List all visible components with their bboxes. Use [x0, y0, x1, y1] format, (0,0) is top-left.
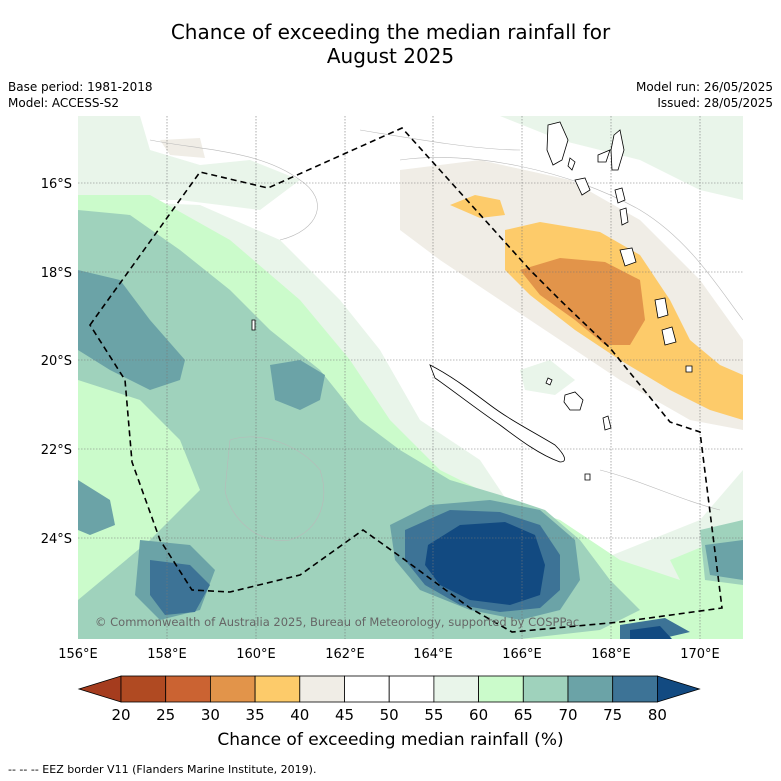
lat-tick: 18°S [41, 266, 72, 281]
lon-tick: 164°E [413, 647, 453, 662]
colorbar-tick-label: 55 [424, 706, 443, 724]
lon-axis: 156°E 158°E 160°E 162°E 164°E 166°E 168°… [58, 647, 720, 662]
colorbar-tick-label: 45 [335, 706, 354, 724]
lat-tick: 22°S [41, 443, 72, 458]
coastline [251, 121, 693, 481]
colorbar-segment [299, 675, 345, 703]
colorbar-over-arrow [657, 675, 701, 703]
colorbar-segment [254, 675, 301, 703]
colorbar-tick-label: 30 [201, 706, 220, 724]
colorbar-tick-label: 35 [246, 706, 265, 724]
colorbar-segment [165, 675, 211, 703]
base-period: Base period: 1981-2018 [8, 80, 153, 94]
title-line-1: Chance of exceeding the median rainfall … [170, 20, 611, 44]
lon-tick: 156°E [58, 647, 98, 662]
colorbar-segment [567, 675, 614, 703]
lon-tick: 160°E [236, 647, 276, 662]
lat-axis: 16°S 18°S 20°S 22°S 24°S [41, 177, 72, 547]
title-line-2: August 2025 [326, 44, 455, 68]
lon-tick: 170°E [680, 647, 720, 662]
colorbar-segment [344, 675, 390, 703]
colorbar-tick-label: 50 [380, 706, 399, 724]
colorbar-ticks: 20 25 30 35 40 45 50 55 60 65 70 75 80 [111, 706, 666, 724]
colorbar-tick-label: 80 [648, 706, 667, 724]
eez-footnote: -- -- -- EEZ border V11 (Flanders Marine… [8, 763, 317, 776]
issued-date: Issued: 28/05/2025 [657, 96, 773, 110]
colorbar-tick-label: 20 [111, 706, 130, 724]
lon-tick: 158°E [147, 647, 187, 662]
colorbar-segment [433, 675, 479, 703]
colorbar-segment [612, 675, 658, 703]
lat-tick: 16°S [41, 177, 72, 192]
model-name: Model: ACCESS-S2 [8, 96, 120, 110]
map-title: Chance of exceeding the median rainfall … [0, 20, 781, 68]
lon-tick: 162°E [325, 647, 365, 662]
colorbar-tick-label: 70 [558, 706, 577, 724]
lat-tick: 24°S [41, 532, 72, 547]
lon-tick: 166°E [502, 647, 542, 662]
lon-tick: 168°E [591, 647, 631, 662]
colorbar-tick-label: 75 [603, 706, 622, 724]
colorbar-segment [120, 675, 167, 703]
colorbar-segment [388, 675, 435, 703]
colorbar-segment [478, 675, 524, 703]
lat-tick: 20°S [41, 354, 72, 369]
colorbar-tick-label: 60 [469, 706, 488, 724]
copyright-text: © Commonwealth of Australia 2025, Bureau… [95, 615, 579, 629]
colorbar [77, 675, 701, 703]
colorbar-tick-label: 65 [514, 706, 533, 724]
model-run: Model run: 26/05/2025 [635, 80, 773, 94]
eez-border [89, 127, 723, 633]
colorbar-tick-label: 40 [290, 706, 309, 724]
probability-field: © Commonwealth of Australia 2025, Bureau… [78, 116, 743, 639]
colorbar-tick-label: 25 [156, 706, 175, 724]
model-info: Base period: 1981-2018 Model: ACCESS-S2 [8, 79, 153, 111]
colorbar-segment [209, 675, 256, 703]
issue-info: Model run: 26/05/2025 Issued: 28/05/2025 [636, 79, 773, 111]
colorbar-label: Chance of exceeding median rainfall (%) [217, 730, 564, 750]
colorbar-segment [522, 675, 569, 703]
colorbar-under-arrow [77, 675, 122, 703]
